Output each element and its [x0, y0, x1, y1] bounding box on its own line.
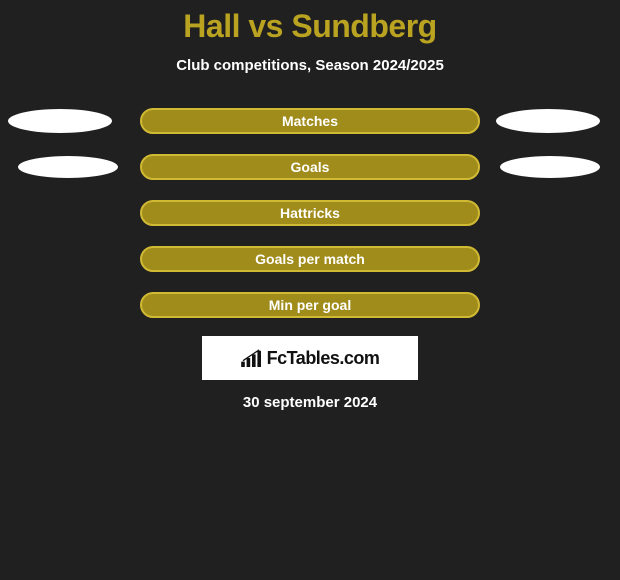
value-ellipse-right [496, 109, 600, 133]
value-ellipse-left [8, 109, 112, 133]
stat-row-goals: Goals [0, 154, 620, 180]
stat-bar: Hattricks [140, 200, 480, 226]
stats-card: Hall vs Sundberg Club competitions, Seas… [0, 0, 620, 411]
stat-label: Min per goal [269, 297, 351, 313]
logo-box: FcTables.com [202, 336, 418, 380]
stat-row-matches: Matches [0, 108, 620, 134]
stat-label: Goals per match [255, 251, 365, 267]
fctables-icon [241, 349, 263, 367]
stat-row-goals-per-match: Goals per match [0, 246, 620, 272]
footer-date: 30 september 2024 [243, 394, 377, 411]
logo-text: FcTables.com [267, 348, 380, 369]
stat-label: Matches [282, 113, 338, 129]
stat-label: Hattricks [280, 205, 340, 221]
stat-bar: Goals per match [140, 246, 480, 272]
stat-bar: Min per goal [140, 292, 480, 318]
page-subtitle: Club competitions, Season 2024/2025 [176, 57, 444, 74]
value-ellipse-right [500, 156, 600, 178]
stat-row-hattricks: Hattricks [0, 200, 620, 226]
stat-label: Goals [291, 159, 330, 175]
stat-rows: Matches Goals Hattricks Goals per match … [0, 108, 620, 318]
value-ellipse-left [18, 156, 118, 178]
logo: FcTables.com [241, 348, 380, 369]
stat-row-min-per-goal: Min per goal [0, 292, 620, 318]
page-title: Hall vs Sundberg [183, 8, 436, 45]
stat-bar: Goals [140, 154, 480, 180]
stat-bar: Matches [140, 108, 480, 134]
